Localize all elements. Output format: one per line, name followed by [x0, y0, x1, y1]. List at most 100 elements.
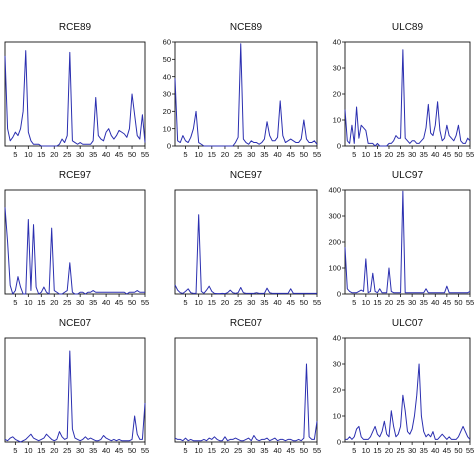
x-tick-label: 20 — [50, 298, 58, 307]
x-tick-label: 45 — [443, 150, 451, 159]
x-tick-label: 30 — [408, 150, 416, 159]
x-tick-label: 30 — [76, 298, 84, 307]
x-tick-label: 50 — [454, 150, 462, 159]
y-tick-label: 400 — [328, 186, 341, 195]
panel-title: NCE97 — [230, 170, 263, 181]
plot-frame — [4, 337, 146, 443]
plot-frame — [344, 337, 471, 443]
x-tick-label: 50 — [128, 446, 136, 455]
x-tick-label: 40 — [431, 298, 439, 307]
x-tick-label: 30 — [247, 150, 255, 159]
x-tick-label: 50 — [300, 150, 308, 159]
plot-frame — [344, 189, 471, 295]
x-tick-label: 45 — [115, 446, 123, 455]
y-tick-label: 0 — [167, 142, 171, 151]
x-tick-label: 30 — [76, 150, 84, 159]
panel-title: ULC97 — [392, 170, 424, 181]
series-line — [4, 350, 146, 443]
x-tick-label: 10 — [362, 298, 370, 307]
x-tick-label: 30 — [408, 298, 416, 307]
x-tick-label: 35 — [89, 298, 97, 307]
x-tick-label: 5 — [183, 298, 187, 307]
x-tick-label: 50 — [300, 446, 308, 455]
panel-ulc97: ULC97 5 10 15 20 25 30 35 40 45 50 55 0 100 200 300 400 — [328, 170, 474, 307]
y-tick-label: 20 — [163, 107, 171, 116]
y-tick-label: 50 — [163, 55, 171, 64]
x-tick-label: 20 — [221, 298, 229, 307]
x-tick-label: 15 — [373, 298, 381, 307]
x-tick-label: 55 — [313, 150, 321, 159]
x-tick-label: 5 — [13, 150, 17, 159]
x-tick-label: 25 — [234, 446, 242, 455]
series-line — [344, 49, 471, 147]
x-tick-label: 10 — [24, 446, 32, 455]
x-tick-label: 25 — [63, 150, 71, 159]
panel-rce97: RCE97 5 10 15 20 25 30 35 40 45 50 55 — [4, 170, 149, 307]
x-tick-label: 40 — [273, 446, 281, 455]
series-line — [4, 207, 145, 295]
x-tick-label: 15 — [208, 446, 216, 455]
x-tick-label: 45 — [287, 150, 295, 159]
panel-nce89: NCE89 5 10 15 20 25 30 35 40 45 50 55 0 10 20 30 40 50 60 — [163, 22, 322, 159]
x-tick-label: 55 — [141, 446, 149, 455]
x-tick-label: 25 — [396, 150, 404, 159]
x-tick-label: 10 — [24, 298, 32, 307]
x-tick-label: 25 — [63, 446, 71, 455]
y-tick-label: 40 — [333, 38, 341, 47]
x-tick-label: 15 — [37, 298, 45, 307]
x-tick-label: 55 — [466, 446, 474, 455]
x-tick-label: 15 — [373, 150, 381, 159]
x-tick-label: 35 — [260, 298, 268, 307]
x-tick-label: 20 — [221, 446, 229, 455]
x-tick-label: 40 — [431, 150, 439, 159]
x-tick-label: 55 — [141, 150, 149, 159]
x-tick-label: 20 — [385, 298, 393, 307]
y-tick-label: 10 — [333, 412, 341, 421]
x-tick-label: 55 — [313, 446, 321, 455]
plot-frame — [174, 337, 318, 443]
panel-title: ULC07 — [392, 318, 424, 329]
x-tick-label: 20 — [385, 150, 393, 159]
x-tick-label: 35 — [89, 150, 97, 159]
x-tick-label: 5 — [183, 446, 187, 455]
x-tick-label: 45 — [443, 298, 451, 307]
x-tick-label: 55 — [313, 298, 321, 307]
y-tick-label: 30 — [333, 64, 341, 73]
y-tick-label: 200 — [328, 238, 341, 247]
y-tick-label: 30 — [333, 360, 341, 369]
y-tick-label: 100 — [328, 264, 341, 273]
x-tick-label: 20 — [385, 446, 393, 455]
panel-title: RCE89 — [59, 22, 92, 33]
y-tick-label: 60 — [163, 38, 171, 47]
x-tick-label: 50 — [454, 298, 462, 307]
x-tick-label: 30 — [408, 446, 416, 455]
x-tick-label: 15 — [37, 150, 45, 159]
panel-title: RCE07 — [230, 318, 263, 329]
y-tick-label: 20 — [333, 90, 341, 99]
y-tick-label: 0 — [337, 142, 341, 151]
x-tick-label: 45 — [287, 298, 295, 307]
panel-nce97: NCE97 5 10 15 20 25 30 35 40 45 50 55 — [174, 170, 321, 307]
x-tick-label: 40 — [273, 150, 281, 159]
x-tick-label: 5 — [13, 298, 17, 307]
x-tick-label: 15 — [208, 150, 216, 159]
x-tick-label: 25 — [234, 298, 242, 307]
series-line — [4, 50, 146, 147]
x-tick-label: 30 — [247, 446, 255, 455]
x-tick-label: 55 — [466, 298, 474, 307]
plot-frame — [4, 41, 146, 147]
x-tick-label: 45 — [287, 446, 295, 455]
plot-frame — [174, 41, 318, 147]
x-tick-label: 40 — [102, 298, 110, 307]
y-tick-label: 300 — [328, 212, 341, 221]
panel-rce89: RCE89 5 10 15 20 25 30 35 40 45 50 55 — [4, 22, 149, 159]
panel-title: NCE07 — [59, 318, 92, 329]
x-tick-label: 20 — [50, 446, 58, 455]
x-tick-label: 35 — [420, 446, 428, 455]
y-tick-label: 10 — [333, 116, 341, 125]
x-tick-label: 45 — [443, 446, 451, 455]
x-tick-label: 35 — [260, 150, 268, 159]
series-line — [344, 190, 471, 294]
panel-title: ULC89 — [392, 22, 424, 33]
